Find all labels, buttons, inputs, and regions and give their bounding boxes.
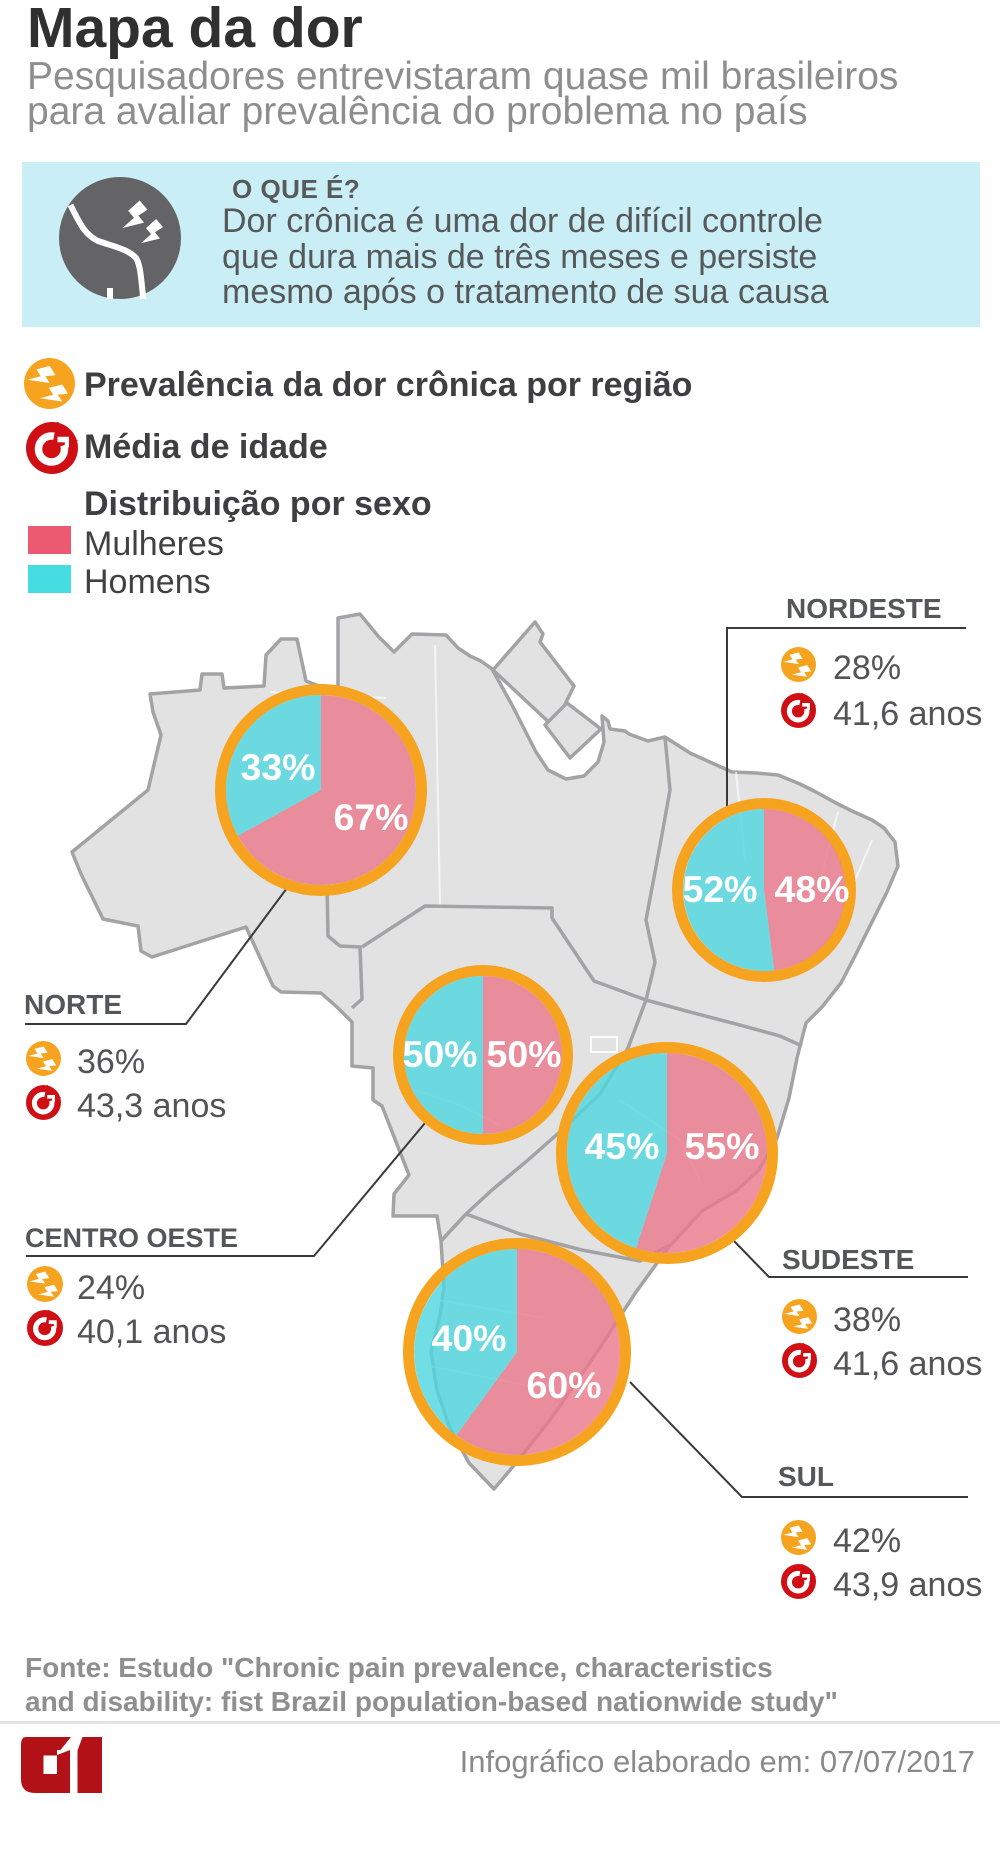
- svg-text:40%: 40%: [431, 1317, 506, 1359]
- svg-text:55%: 55%: [684, 1125, 759, 1167]
- svg-text:67%: 67%: [333, 796, 408, 838]
- svg-text:50%: 50%: [402, 1033, 477, 1075]
- svg-text:52%: 52%: [682, 868, 757, 910]
- svg-text:50%: 50%: [486, 1033, 561, 1075]
- svg-text:48%: 48%: [774, 868, 849, 910]
- svg-text:33%: 33%: [240, 746, 315, 788]
- svg-text:45%: 45%: [584, 1125, 659, 1167]
- svg-text:60%: 60%: [526, 1364, 601, 1406]
